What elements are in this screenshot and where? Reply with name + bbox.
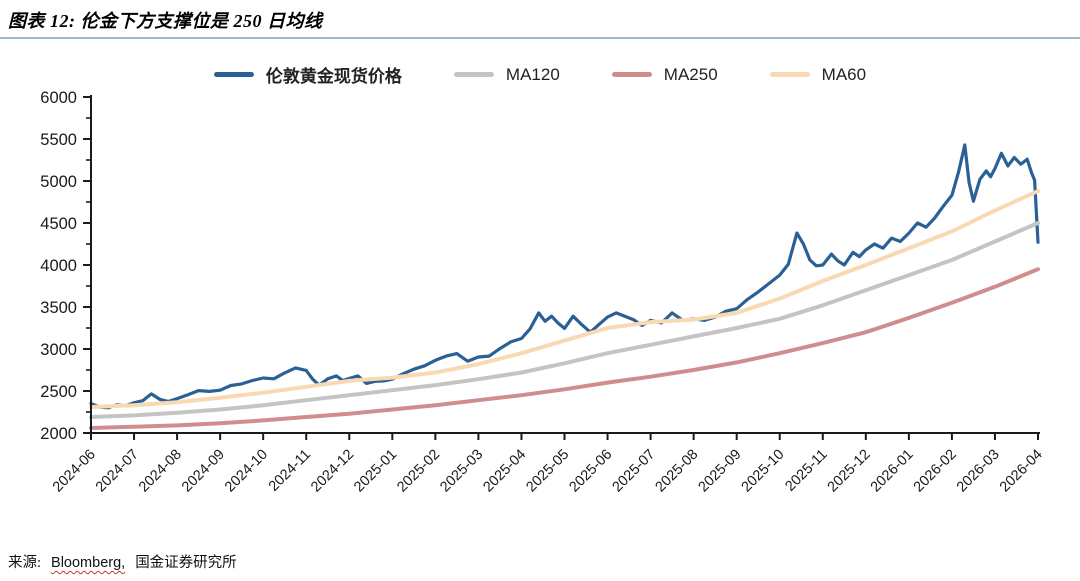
- svg-text:2026-03: 2026-03: [954, 447, 1003, 496]
- ma250-line-swatch: [611, 72, 652, 77]
- ma60-line-swatch: [769, 72, 810, 77]
- svg-text:2025-01: 2025-01: [351, 447, 400, 496]
- title-divider-rule: [0, 37, 1080, 39]
- svg-text:2500: 2500: [40, 383, 77, 401]
- svg-text:2024-09: 2024-09: [179, 447, 228, 496]
- price-chart-svg: 2000 2500 3000 3500 4000 4500 5000 5500 6000 2024…: [40, 89, 1046, 496]
- legend-label-ma60: MA60: [821, 64, 867, 84]
- svg-text:3000: 3000: [40, 341, 77, 359]
- svg-text:5000: 5000: [40, 173, 77, 191]
- svg-text:2025-03: 2025-03: [437, 447, 486, 496]
- svg-text:2024-07: 2024-07: [93, 447, 142, 496]
- svg-text:2025-11: 2025-11: [782, 447, 830, 495]
- svg-text:6000: 6000: [40, 89, 77, 107]
- svg-text:2025-04: 2025-04: [480, 447, 529, 496]
- source-institution: 国金证券研究所: [135, 555, 237, 571]
- source-note: 来源: Bloomberg, 国金证券研究所: [8, 551, 237, 572]
- svg-text:2024-12: 2024-12: [308, 447, 357, 496]
- legend-label-ma250: MA250: [663, 64, 718, 84]
- svg-text:2024-10: 2024-10: [222, 447, 271, 496]
- svg-text:4500: 4500: [40, 215, 77, 233]
- svg-text:2025-07: 2025-07: [609, 447, 658, 496]
- svg-text:2025-10: 2025-10: [739, 447, 788, 496]
- svg-text:2026-02: 2026-02: [911, 447, 960, 496]
- svg-text:2025-06: 2025-06: [566, 447, 615, 496]
- svg-text:2025-05: 2025-05: [523, 447, 572, 496]
- legend-item-ma120: MA120: [453, 64, 560, 85]
- legend-item-gold: 伦敦黄金现货价格: [213, 62, 402, 87]
- svg-text:5500: 5500: [40, 131, 77, 149]
- svg-text:2025-09: 2025-09: [696, 447, 745, 496]
- price-chart: 2000 2500 3000 3500 4000 4500 5000 5500 6000 2024…: [40, 89, 1046, 496]
- legend-item-ma250: MA250: [611, 64, 718, 85]
- gold-line-swatch: [213, 72, 254, 77]
- figure-title: 图表 12: 伦金下方支撑位是 250 日均线: [8, 11, 323, 31]
- chart-legend: 伦敦黄金现货价格 MA120 MA250 MA60: [0, 62, 1080, 87]
- source-bloomberg: Bloomberg,: [51, 555, 126, 571]
- svg-text:3500: 3500: [40, 299, 77, 317]
- svg-text:2025-02: 2025-02: [394, 447, 443, 496]
- legend-item-ma60: MA60: [769, 64, 867, 85]
- svg-text:2024-06: 2024-06: [50, 447, 99, 496]
- legend-label-gold: 伦敦黄金现货价格: [265, 67, 402, 86]
- svg-text:2026-04: 2026-04: [997, 447, 1046, 496]
- legend-label-ma120: MA120: [505, 64, 560, 84]
- svg-text:4000: 4000: [40, 257, 77, 275]
- source-prefix: 来源:: [8, 555, 42, 571]
- svg-text:2024-08: 2024-08: [136, 447, 185, 496]
- svg-text:2025-12: 2025-12: [825, 447, 874, 496]
- svg-text:2024-11: 2024-11: [266, 447, 314, 495]
- svg-text:2026-01: 2026-01: [868, 447, 917, 496]
- svg-text:2000: 2000: [40, 425, 77, 443]
- svg-text:2025-08: 2025-08: [653, 447, 702, 496]
- ma120-line-swatch: [453, 72, 494, 77]
